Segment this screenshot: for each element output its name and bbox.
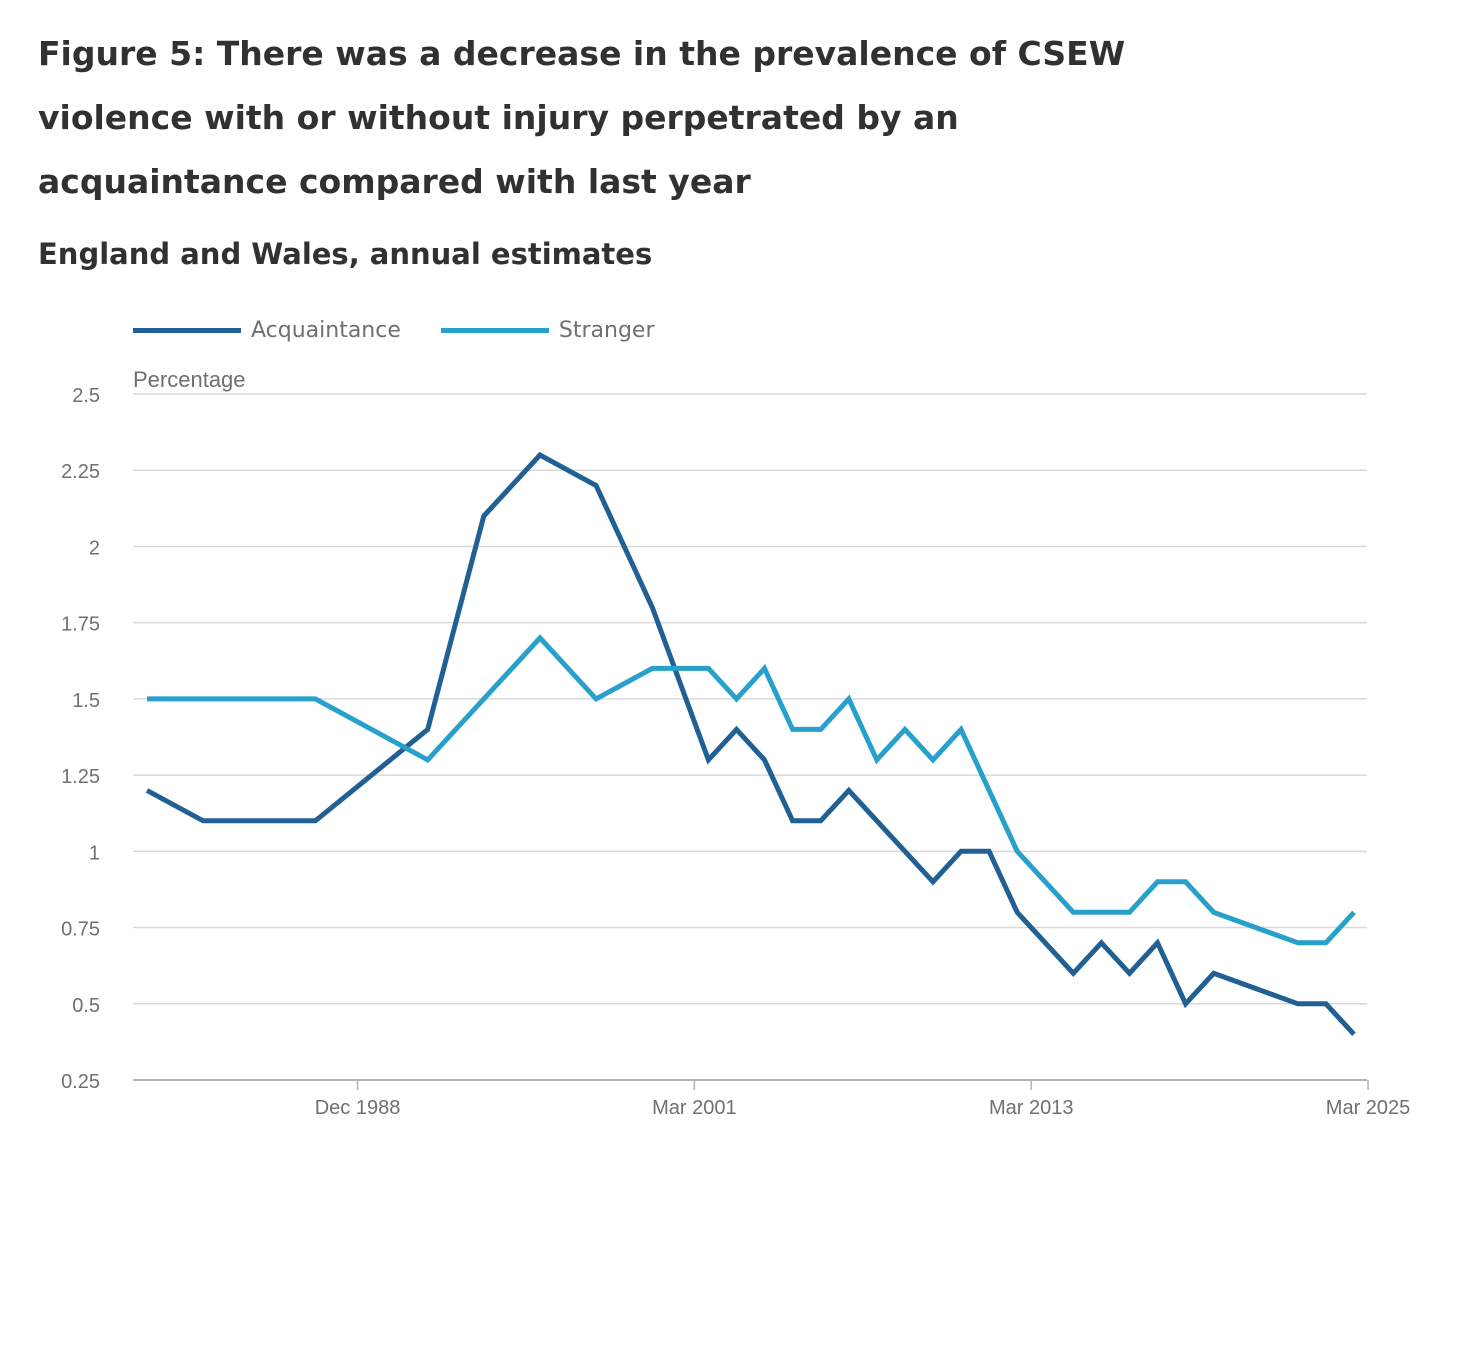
- legend-swatch-stranger: [440, 327, 549, 333]
- legend-label-stranger: Stranger: [558, 317, 655, 343]
- gridlines: [133, 393, 1367, 1081]
- x-axis-ticks: Dec 1988 Mar 2001 Mar 2013 Mar 2025: [315, 1080, 1411, 1119]
- y-tick-label: 0.5: [72, 995, 100, 1017]
- y-tick-label: 0.25: [61, 1071, 100, 1093]
- y-tick-label: 0.75: [61, 919, 100, 941]
- x-tick-label: Mar 2001: [652, 1097, 737, 1119]
- y-axis-ticks: 0.25 0.5 0.75 1 1.25 1.5 1.75 2 2.25 2.5: [61, 385, 100, 1093]
- y-axis-label: Percentage: [133, 367, 246, 392]
- legend-item-stranger[interactable]: Stranger: [440, 317, 655, 343]
- chart-subtitle: England and Wales, annual estimates: [38, 237, 653, 271]
- y-tick-label: 2: [89, 537, 100, 559]
- x-tick-label: Mar 2025: [1326, 1097, 1411, 1119]
- series-line-acquaintance[interactable]: [145, 451, 1356, 1036]
- legend-item-acquaintance[interactable]: Acquaintance: [133, 318, 401, 343]
- line-chart[interactable]: Percentage 0.25 0.5 0.75 1 1.25 1.5 1.75 2 2.25 2…: [0, 360, 1482, 1360]
- x-tick-label: Dec 1988: [315, 1097, 401, 1119]
- legend-swatch-acquaintance: [133, 327, 241, 333]
- y-tick-label: 1.75: [61, 614, 100, 636]
- chart-title: Figure 5: There was a decrease in the pr…: [38, 34, 1126, 201]
- chart-legend: Acquaintance Stranger: [133, 312, 695, 348]
- series-line-stranger[interactable]: [147, 634, 1356, 946]
- y-tick-label: 1.25: [61, 766, 100, 788]
- x-tick-label: Mar 2013: [989, 1097, 1074, 1119]
- legend-label-acquaintance: Acquaintance: [251, 317, 401, 343]
- y-tick-label: 2.5: [72, 385, 100, 407]
- y-tick-label: 1.5: [72, 690, 100, 712]
- y-tick-label: 1: [89, 842, 100, 864]
- y-tick-label: 2.25: [61, 461, 100, 483]
- series-lines: [145, 451, 1356, 1036]
